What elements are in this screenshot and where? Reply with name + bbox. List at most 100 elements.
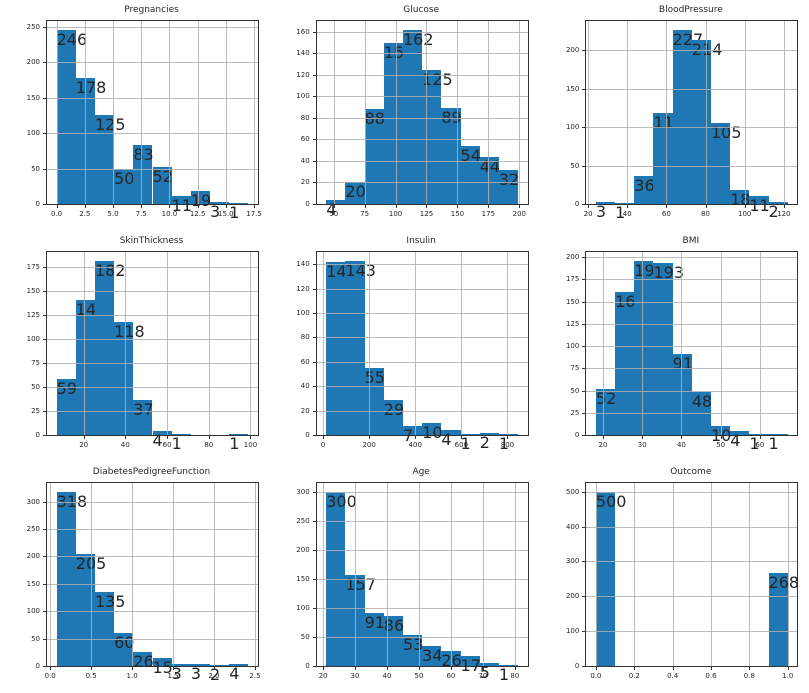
x-tick-mark	[705, 205, 707, 208]
chart-title: BMI	[682, 236, 700, 246]
y-tick-label: 250	[26, 524, 40, 533]
gridline-horizontal	[316, 53, 528, 55]
y-tick-label: 60	[300, 135, 310, 144]
gridline-vertical	[355, 483, 357, 666]
gridline-vertical	[418, 483, 420, 666]
y-tick-mark	[582, 526, 586, 528]
chart-title: BloodPressure	[658, 5, 723, 15]
histogram-bar: 53	[402, 635, 423, 666]
y-tick-mark	[312, 96, 316, 98]
gridline-vertical	[642, 252, 644, 435]
x-tick-label: 60	[755, 441, 765, 449]
y-tick-label: 75	[31, 359, 40, 368]
histogram-bar: 141	[75, 299, 106, 435]
y-tick-label: 0	[305, 200, 310, 208]
x-tick-mark	[666, 205, 668, 208]
gridline-horizontal	[47, 62, 258, 64]
subplot-bloodpressure: BloodPressure 3 1 36 119 227 214 105 18 11 2 20 40 60…	[539, 0, 809, 231]
y-tick-mark	[43, 133, 46, 135]
x-tick-mark	[749, 667, 751, 670]
x-tick-label: 40	[622, 210, 632, 218]
gridline-vertical	[208, 252, 210, 435]
y-tick-label: 175	[565, 275, 580, 284]
y-tick-label: 120	[296, 70, 310, 79]
histogram-bar: 29	[383, 399, 404, 435]
x-tick-mark	[113, 205, 114, 208]
histogram-bar: 1	[171, 434, 191, 453]
x-tick-label: 0.5	[85, 672, 97, 680]
y-tick-label: 60	[300, 357, 310, 366]
y-tick-label: 50	[31, 634, 40, 643]
gridline-horizontal	[316, 607, 528, 609]
x-tick-label: 7.5	[135, 210, 147, 218]
gridline-horizontal	[316, 160, 528, 162]
gridline-vertical	[91, 483, 93, 666]
x-tick-mark	[214, 667, 215, 670]
x-tick-mark	[386, 667, 388, 670]
gridline-horizontal	[316, 139, 528, 141]
gridline-horizontal	[316, 386, 528, 388]
plot-area: 3 1 36 119 227 214 105 18 11 2	[585, 20, 799, 222]
gridline-horizontal	[586, 412, 798, 414]
y-tick-label: 140	[296, 49, 310, 58]
y-tick-mark	[43, 62, 46, 64]
y-tick-mark	[312, 361, 316, 363]
x-tick-mark	[208, 436, 210, 439]
x-tick-label: 200	[512, 210, 526, 218]
histogram-bar: 59	[56, 378, 77, 435]
y-tick-mark	[312, 636, 316, 638]
y-tick-mark	[582, 257, 586, 259]
histogram-bar: 1	[768, 434, 788, 453]
gridline-vertical	[132, 483, 134, 666]
y-tick-label: 100	[26, 335, 40, 344]
gridline-horizontal	[47, 556, 258, 558]
histogram-bar: 2	[210, 664, 230, 684]
gridline-vertical	[634, 483, 636, 666]
y-tick-mark	[43, 638, 46, 640]
gridline-vertical	[83, 252, 85, 435]
x-tick-mark	[681, 436, 683, 439]
plot-area: 500 268	[585, 482, 799, 667]
gridline-vertical	[507, 252, 509, 435]
x-tick-mark	[514, 667, 516, 670]
histogram-bar: 125	[94, 115, 126, 204]
gridline-horizontal	[316, 337, 528, 339]
histogram-bar: 89	[441, 108, 462, 204]
histogram-bar: 34	[422, 646, 443, 666]
gridline-vertical	[595, 483, 597, 666]
gridline-horizontal	[47, 291, 258, 293]
gridline-horizontal	[47, 133, 258, 135]
gridline-vertical	[323, 483, 325, 666]
y-tick-label: 20	[300, 406, 310, 415]
y-tick-label: 80	[300, 113, 310, 122]
y-tick-mark	[312, 435, 316, 436]
y-tick-label: 0	[574, 662, 580, 670]
gridline-horizontal	[316, 636, 528, 638]
y-tick-mark	[43, 583, 46, 585]
x-tick-label: 5.0	[107, 210, 119, 218]
x-tick-mark	[333, 205, 335, 208]
plot-area: 52161196193914810411	[585, 251, 799, 453]
x-tick-mark	[141, 205, 143, 208]
y-tick-label: 0	[305, 431, 310, 439]
y-tick-label: 40	[300, 382, 310, 391]
y-tick-mark	[312, 313, 316, 315]
x-tick-label: 0.8	[743, 672, 755, 680]
y-tick-mark	[582, 491, 586, 493]
gridline-vertical	[749, 483, 751, 666]
y-tick-label: 100	[296, 603, 310, 612]
histogram-bar: 135	[94, 592, 125, 666]
y-tick-mark	[312, 74, 316, 76]
y-tick-label: 200	[26, 552, 40, 561]
gridline-horizontal	[316, 313, 528, 315]
gridline-vertical	[426, 21, 428, 204]
histogram-bar: 125	[422, 69, 453, 204]
y-tick-mark	[312, 337, 316, 339]
histogram-bar: 3	[210, 201, 230, 221]
gridline-horizontal	[47, 583, 258, 585]
histogram-bar: 182	[94, 260, 126, 435]
y-tick-mark	[312, 549, 316, 551]
gridline-vertical	[369, 252, 371, 435]
chart-title: Pregnancies	[124, 5, 179, 15]
y-tick-mark	[312, 386, 316, 388]
